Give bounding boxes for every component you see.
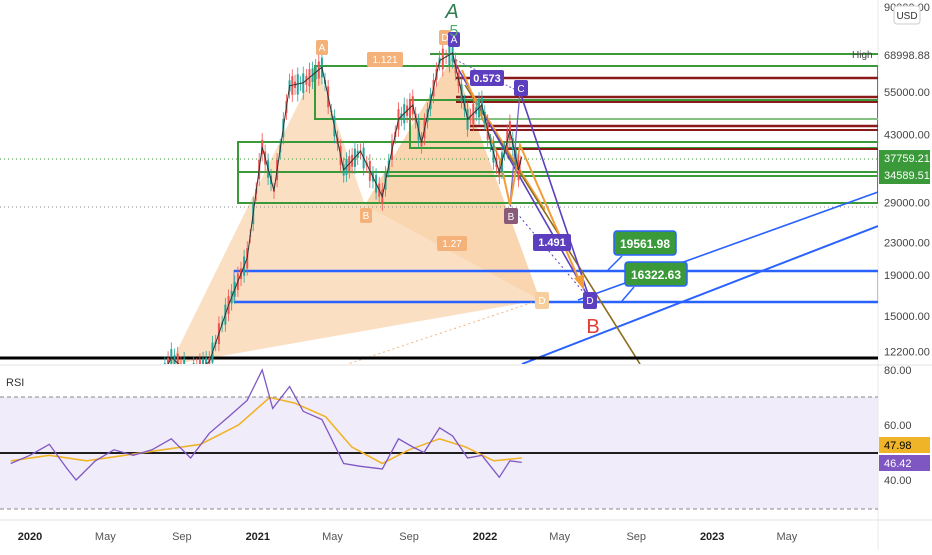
price-tick-label: 23000.00 — [884, 237, 930, 249]
orange-label-d: D — [441, 33, 448, 44]
rsi-ma-value: 47.98 — [884, 440, 912, 452]
rsi-value-tag — [879, 455, 930, 471]
candle-body — [179, 363, 182, 364]
price-tick-label: 12200.00 — [884, 347, 930, 359]
candle-body — [163, 363, 166, 364]
orange-harmonic-pattern — [170, 58, 540, 364]
orange-label-ratio2: 1.27 — [442, 239, 462, 250]
orange-arrowhead — [574, 274, 584, 290]
orange-label-a: A — [319, 43, 326, 54]
currency-badge[interactable] — [893, 5, 921, 25]
wave-label-b: B — [586, 316, 599, 338]
rising-trendline-1 — [521, 225, 878, 364]
orange-label-d2-box — [535, 292, 549, 309]
purple-label-c-box — [514, 80, 528, 96]
candle-body — [167, 358, 170, 364]
high-value: 68998.88 — [884, 50, 930, 62]
rsi-value: 46.42 — [884, 458, 912, 470]
currency-badge-label: USD — [896, 11, 917, 22]
time-tick-label: 2021 — [246, 531, 270, 543]
target-value-1: 19561.98 — [620, 237, 670, 251]
price-tick-label: 55000.00 — [884, 87, 930, 99]
purple-label-ratio1-box — [470, 70, 504, 86]
orange-label-ratio1: 1.121 — [372, 55, 397, 66]
price-tick-label: 19000.00 — [884, 270, 930, 282]
target-box-1 — [613, 230, 677, 256]
rsi-tick-label: 80.00 — [884, 365, 912, 377]
rsi-pane[interactable] — [0, 368, 878, 510]
rsi-line — [10, 368, 522, 481]
purple-label-ratio2-box — [533, 234, 571, 251]
purple-label-c: C — [517, 84, 524, 95]
price-axis[interactable]: 90000.0055000.0043000.0029000.0023000.00… — [884, 2, 930, 359]
orange-harmonic-pattern-right — [365, 58, 540, 300]
orange-label-d2: D — [538, 296, 545, 307]
candle-body — [198, 360, 201, 364]
purple-dotted-leg-2 — [509, 204, 591, 301]
candle-body — [202, 358, 205, 364]
orange-label-ratio2-box — [437, 236, 467, 251]
rsi-ma-tag — [879, 437, 930, 453]
time-tick-label: Sep — [399, 531, 419, 543]
purple-leg — [519, 91, 591, 301]
price-tick-label: 29000.00 — [884, 197, 930, 209]
time-tick-label: 2020 — [18, 531, 42, 543]
candle-body — [176, 353, 179, 364]
prev-level-tag — [879, 167, 930, 184]
price-tick-label: 15000.00 — [884, 311, 930, 323]
purple-label-d-box — [583, 292, 597, 309]
price-line — [167, 52, 523, 364]
target-box-2 — [624, 261, 688, 287]
time-tick-label: May — [95, 531, 116, 543]
purple-label-b-box — [504, 208, 518, 224]
time-tick-label: 2023 — [700, 531, 724, 543]
high-label: High — [852, 50, 873, 61]
rsi-title: RSI — [6, 377, 24, 389]
rsi-tick-label: 40.00 — [884, 475, 912, 487]
orange-label-b: B — [363, 211, 370, 222]
time-tick-label: 2022 — [473, 531, 497, 543]
wave-label-5: 5 — [450, 23, 459, 40]
orange-label-a-box — [316, 40, 328, 55]
rsi-tick-label: 60.00 — [884, 420, 912, 432]
time-tick-label: May — [776, 531, 797, 543]
purple-leg-2 — [509, 91, 521, 206]
purple-label-a: A — [451, 35, 458, 46]
purple-label-ratio1: 0.573 — [473, 73, 501, 85]
target-callout-2: 16322.63 — [621, 261, 688, 302]
time-axis[interactable]: 2020 May Sep 2021 May Sep 2022 May Sep 2023 May — [18, 531, 798, 543]
candle-body — [205, 357, 208, 364]
wave-label-a: A — [444, 1, 458, 23]
target-callout-1: 19561.98 — [607, 230, 677, 271]
price-pane[interactable] — [0, 37, 878, 497]
purple-label-a-box — [448, 32, 460, 47]
prev-level-value: 34589.51 — [884, 170, 930, 182]
last-price-tag — [879, 150, 930, 167]
rsi-ma-line — [10, 396, 522, 465]
time-tick-label: Sep — [172, 531, 192, 543]
price-tick-label: 43000.00 — [884, 129, 930, 141]
candle-body — [517, 160, 520, 181]
orange-dotted-leg — [346, 299, 541, 364]
purple-label-b: B — [508, 212, 515, 223]
orange-label-ratio1-box — [367, 52, 403, 67]
rsi-axis[interactable]: 80.00 60.00 40.00 — [884, 365, 912, 487]
time-tick-label: Sep — [626, 531, 646, 543]
purple-dotted-leg — [451, 57, 521, 93]
time-tick-label: May — [549, 531, 570, 543]
candle-body — [192, 362, 195, 364]
candle-body — [183, 358, 186, 364]
orange-arrow-1 — [461, 69, 511, 206]
purple-label-d: D — [586, 296, 593, 307]
time-tick-label: May — [322, 531, 343, 543]
target-value-2: 16322.63 — [631, 268, 681, 282]
pattern-labels: A 1.121 B D 1.27 D A 0.573 C B 1.491 D — [316, 1, 600, 338]
last-price-value: 37759.21 — [884, 153, 930, 165]
candle-body — [170, 349, 173, 364]
orange-label-b-box — [360, 208, 372, 223]
purple-label-ratio2: 1.491 — [538, 237, 566, 249]
